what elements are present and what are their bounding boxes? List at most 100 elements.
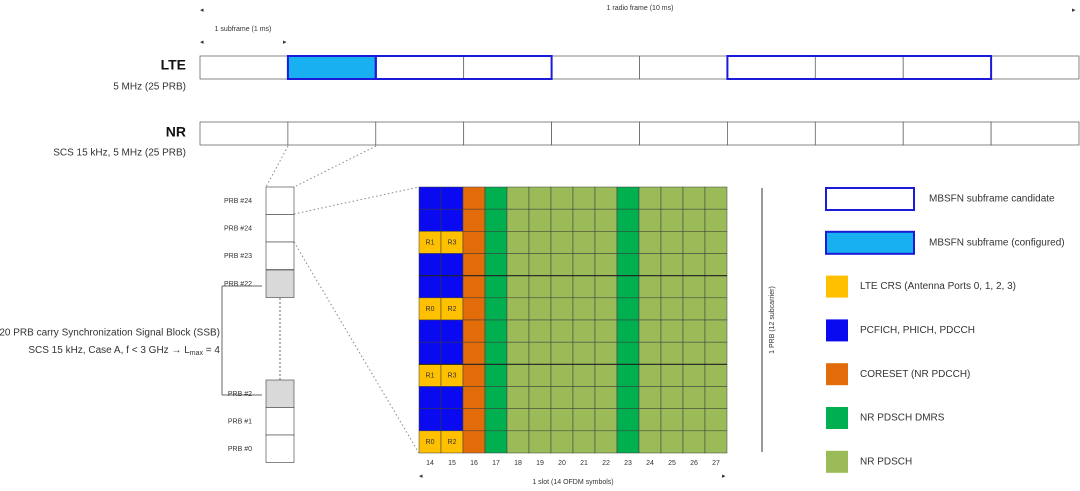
re-cell [462,297,486,321]
re-cell [682,364,706,387]
legend-swatch [826,319,848,342]
re-cell [462,364,486,387]
re-cell [440,275,464,299]
re-cell [418,341,442,365]
re-cell [484,297,508,321]
re-cell [484,253,508,276]
legend-label: NR PDSCH [860,456,912,467]
re-cell [528,186,552,210]
crs-label: R1 [426,372,435,379]
re-cell [704,297,728,321]
lte-subframe [990,55,1080,80]
legend-label: MBSFN subframe candidate [929,194,1055,205]
re-cell [572,430,596,454]
arrow: ▸ [722,473,726,480]
symbol-label: 22 [602,460,610,467]
re-cell [528,364,552,387]
crs-label: R3 [448,372,457,379]
re-cell [660,275,684,299]
arrow: ◂ [419,473,423,480]
symbol-label: 16 [470,460,478,467]
nr-subframe [727,121,816,146]
re-cell [594,408,618,432]
re-cell [704,408,728,432]
lte-subtitle: 5 MHz (25 PRB) [113,82,186,93]
re-cell [506,430,530,454]
symbol-label: 21 [580,460,588,467]
prb-axis-label: 1 PRB (12 subcarrier) [769,286,776,354]
ssb-note: 20 PRB carry Synchronization Signal Bloc… [0,328,220,339]
re-cell [594,319,618,343]
re-cell [506,341,530,365]
re-cell [506,408,530,432]
re-cell [704,319,728,343]
legend-swatch [826,450,848,473]
re-cell [550,408,574,432]
re-cell [528,231,552,254]
re-cell [528,341,552,365]
re-cell [528,430,552,454]
re-cell [528,408,552,432]
re-cell [682,430,706,454]
re-cell [638,341,662,365]
legend-label: PCFICH, PHICH, PDCCH [860,325,975,336]
re-cell [704,386,728,409]
re-cell [616,275,640,299]
legend-swatch [825,230,915,255]
re-cell [616,386,640,409]
nr-subframe [551,121,640,146]
re-cell [418,253,442,276]
symbol-label: 19 [536,460,544,467]
re-cell [638,364,662,387]
re-cell [572,253,596,276]
re-cell [484,319,508,343]
legend-label: LTE CRS (Antenna Ports 0, 1, 2, 3) [860,281,1016,292]
symbol-label: 18 [514,460,522,467]
prb-label: PRB #24 [224,198,252,205]
re-cell [550,341,574,365]
lte-subframe [814,55,904,80]
crs-label: R3 [448,239,457,246]
re-cell [572,231,596,254]
ssb-text: SCS 15 kHz, Case A, f < 3 GHz → L [28,345,190,356]
re-cell [462,208,486,232]
re-cell [660,297,684,321]
re-cell [462,430,486,454]
re-cell [572,386,596,409]
re-cell [484,341,508,365]
arrow: ▸ [283,39,287,46]
re-cell [506,208,530,232]
re-cell [528,275,552,299]
zoom-lines [265,145,420,454]
lte-subframe [375,55,465,80]
re-cell [594,275,618,299]
legend-label: CORESET (NR PDCCH) [860,369,970,380]
re-cell [462,253,486,276]
nr-subframe [902,121,992,146]
re-cell [506,364,530,387]
arrow: ▸ [1072,7,1076,14]
re-cell [616,408,640,432]
symbol-label: 25 [668,460,676,467]
re-cell [550,319,574,343]
re-cell [484,275,508,299]
re-cell [462,319,486,343]
re-cell [638,386,662,409]
re-cell [418,319,442,343]
symbol-label: 24 [646,460,654,467]
re-cell [660,364,684,387]
re-cell [550,231,574,254]
prb-label: PRB #2 [228,391,252,398]
legend-label: MBSFN subframe (configured) [929,237,1065,248]
re-cell [616,341,640,365]
re-cell [660,430,684,454]
re-cell [550,275,574,299]
re-cell [440,319,464,343]
re-cell [440,341,464,365]
re-cell [484,186,508,210]
re-cell [682,275,706,299]
prb-label: PRB #24 [224,225,252,232]
re-cell [572,408,596,432]
re-cell [594,364,618,387]
